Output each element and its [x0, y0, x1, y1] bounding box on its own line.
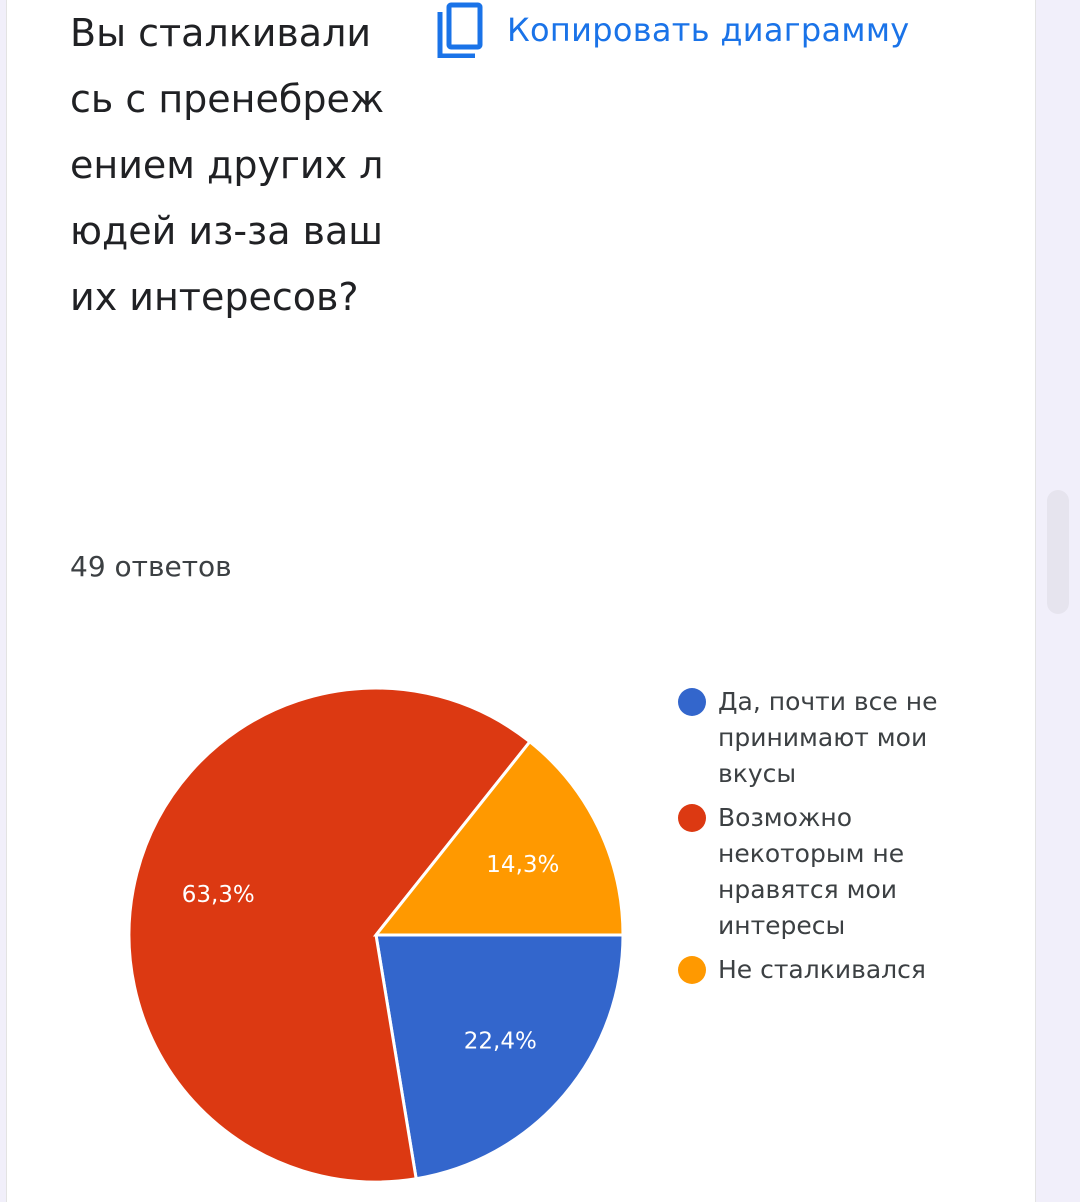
legend-swatch-icon [678, 688, 706, 716]
question-title: Вы сталкивались с пренебрежением других … [70, 11, 385, 319]
legend-item-2: Возможно некоторым не нравятся мои интер… [678, 800, 978, 944]
scrollbar-thumb[interactable] [1047, 490, 1069, 614]
legend-swatch-icon [678, 804, 706, 832]
legend-item-3: Не сталкивался [678, 952, 978, 988]
responses-count: 49 ответов [70, 550, 232, 583]
copy-chart-label: Копировать диаграмму [507, 11, 910, 49]
legend-swatch-icon [678, 956, 706, 984]
question-card: Вы сталкивались с пренебрежением других … [6, 0, 1036, 1202]
legend-label: Возможно некоторым не нравятся мои интер… [718, 803, 905, 940]
legend-item-1: Да, почти все не принимают мои вкусы [678, 684, 978, 792]
chart-legend: Да, почти все не принимают мои вкусы Возм… [678, 684, 978, 996]
copy-chart-button[interactable]: Копировать диаграмму [435, 0, 910, 60]
copy-icon [435, 2, 483, 58]
legend-label: Да, почти все не принимают мои вкусы [718, 687, 938, 788]
legend-label: Не сталкивался [718, 955, 926, 984]
